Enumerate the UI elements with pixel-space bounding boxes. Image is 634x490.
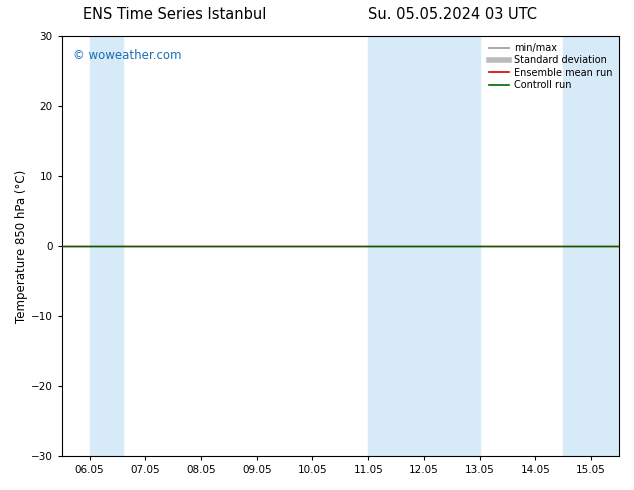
Legend: min/max, Standard deviation, Ensemble mean run, Controll run: min/max, Standard deviation, Ensemble me… <box>488 41 614 92</box>
Y-axis label: Temperature 850 hPa (°C): Temperature 850 hPa (°C) <box>15 170 28 323</box>
Text: © woweather.com: © woweather.com <box>73 49 181 62</box>
Bar <box>368 36 480 456</box>
Text: Su. 05.05.2024 03 UTC: Su. 05.05.2024 03 UTC <box>368 7 537 23</box>
Bar <box>89 36 123 456</box>
Bar <box>563 36 619 456</box>
Text: ENS Time Series Istanbul: ENS Time Series Istanbul <box>83 7 266 23</box>
